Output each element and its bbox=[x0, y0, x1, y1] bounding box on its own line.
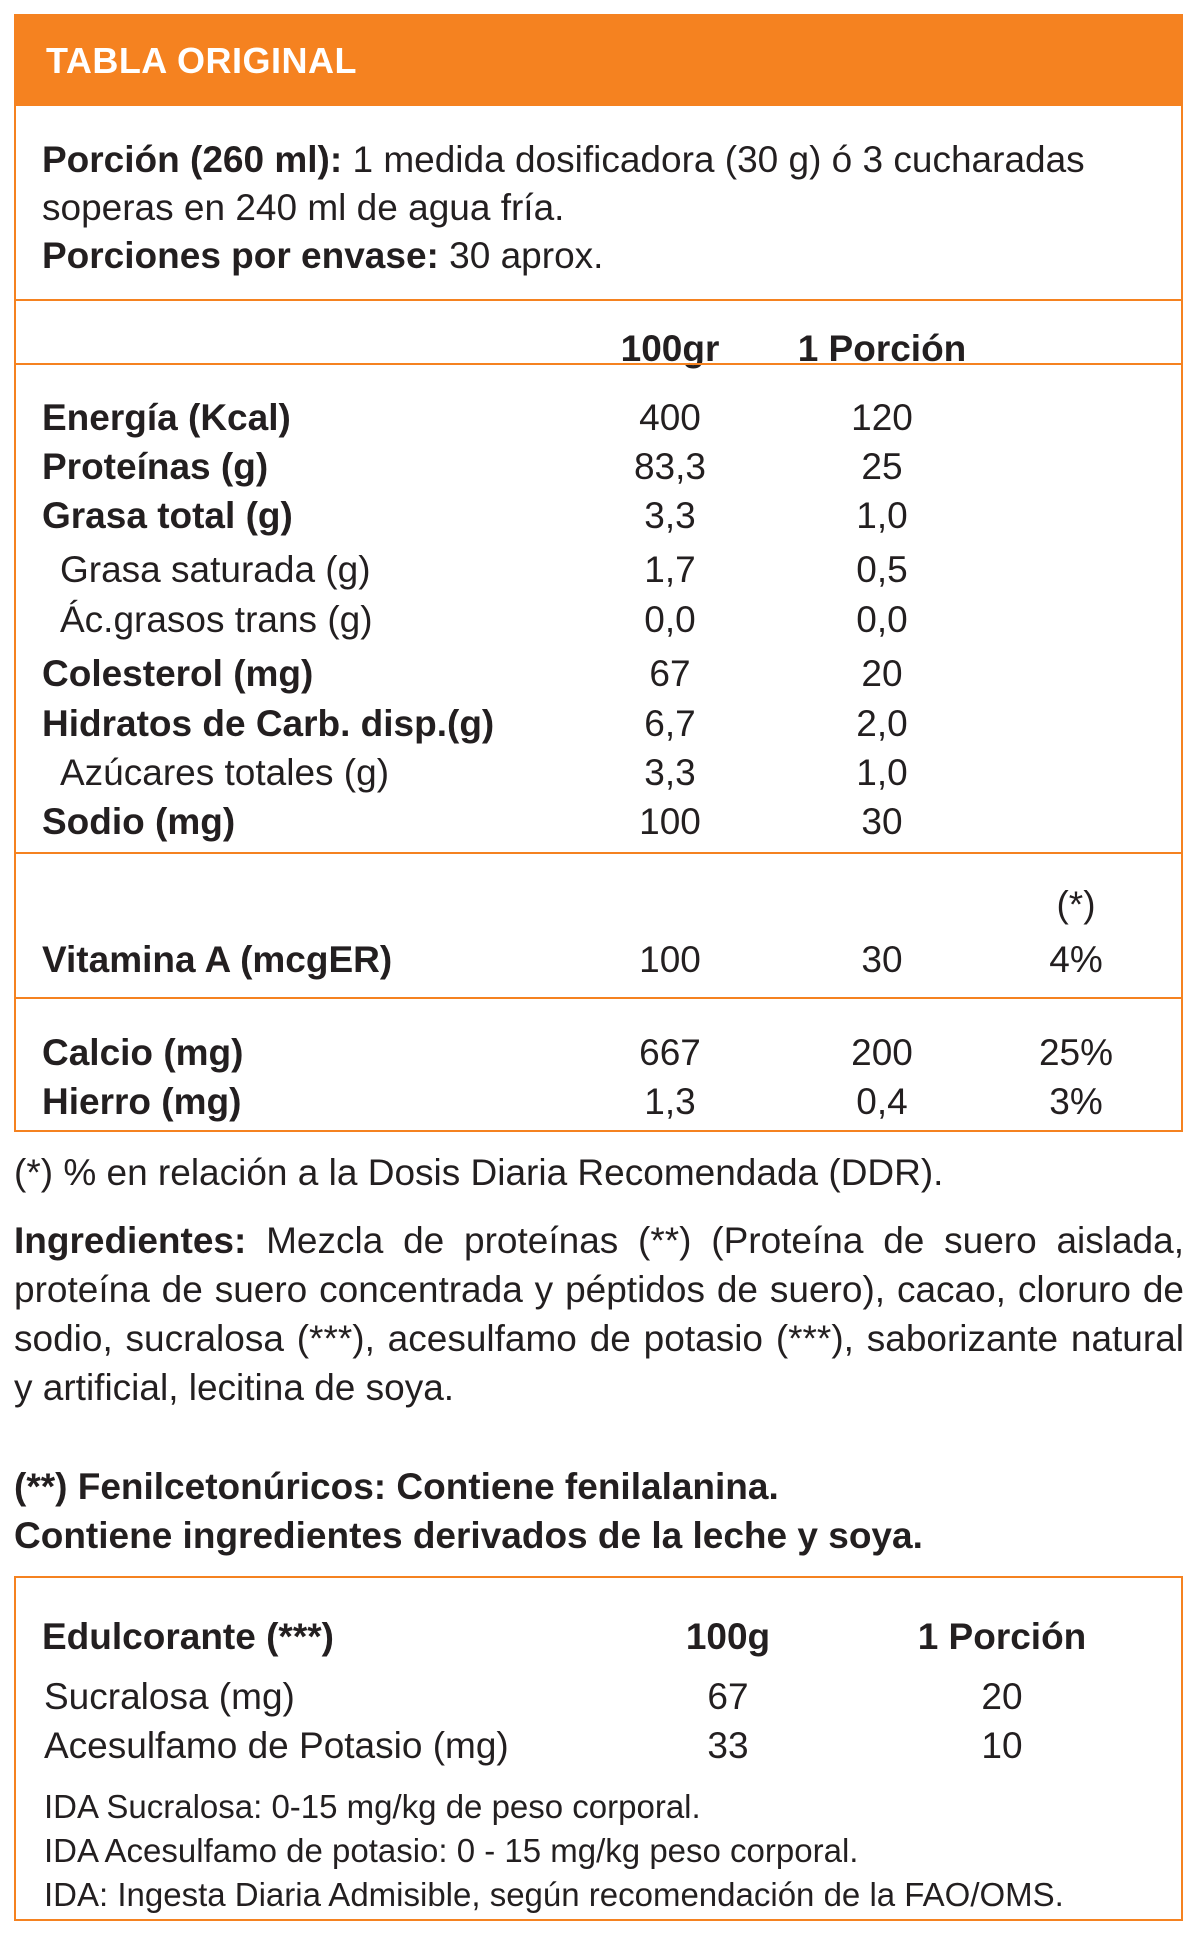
nutrient-portion: 0,0 bbox=[856, 599, 908, 640]
ddr-marker: (*) bbox=[1056, 884, 1096, 925]
divider bbox=[16, 997, 1181, 999]
nutrient-per100: 400 bbox=[639, 397, 701, 438]
column-header-portion: 1 Porción bbox=[797, 328, 967, 369]
nutrient-name: Azúcares totales (g) bbox=[60, 752, 390, 793]
sweetener-name: Sucralosa (mg) bbox=[44, 1676, 295, 1717]
mineral-per100: 667 bbox=[639, 1032, 701, 1073]
ida-note: IDA Acesulfamo de potasio: 0 - 15 mg/kg … bbox=[44, 1832, 859, 1869]
nutrient-portion: 25 bbox=[861, 446, 903, 487]
nutrient-per100: 100 bbox=[639, 801, 701, 842]
mineral-ddr: 3% bbox=[1049, 1081, 1103, 1122]
nutrient-portion: 30 bbox=[861, 801, 903, 842]
sweetener-col-100g: 100g bbox=[685, 1616, 771, 1657]
portion-label: Porción (260 ml): bbox=[42, 139, 343, 180]
mineral-ddr: 25% bbox=[1038, 1032, 1114, 1073]
nutrient-per100: 3,3 bbox=[644, 752, 696, 793]
nutrient-name: Grasa saturada (g) bbox=[60, 549, 371, 590]
mineral-name: Calcio (mg) bbox=[42, 1032, 244, 1073]
nutrient-portion: 1,0 bbox=[856, 752, 908, 793]
mineral-portion: 200 bbox=[851, 1032, 913, 1073]
ingredients: Ingredientes: Mezcla de proteínas (**) (… bbox=[14, 1216, 1184, 1412]
nutrient-name: Energía (Kcal) bbox=[42, 397, 291, 438]
header-bar: TABLA ORIGINAL bbox=[16, 16, 1181, 106]
portion-line-1: Porción (260 ml): 1 medida dosificadora … bbox=[42, 136, 1162, 184]
phenylketonuria-warning: (**) Fenilcetonúricos: Contiene fenilala… bbox=[14, 1466, 779, 1507]
nutrient-name: Sodio (mg) bbox=[42, 801, 236, 842]
allergen-warning: Contiene ingredientes derivados de la le… bbox=[14, 1515, 923, 1556]
nutrient-name: Hidratos de Carb. disp.(g) bbox=[42, 703, 495, 744]
vitamin-name: Vitamina A (mcgER) bbox=[42, 939, 393, 980]
column-header-100gr: 100gr bbox=[620, 328, 720, 369]
mineral-portion: 0,4 bbox=[856, 1081, 908, 1122]
divider bbox=[16, 852, 1181, 854]
divider bbox=[16, 299, 1181, 301]
ida-note: IDA: Ingesta Diaria Admisible, según rec… bbox=[44, 1876, 1064, 1913]
vitamin-per100: 100 bbox=[639, 939, 701, 980]
portion-info: Porción (260 ml): 1 medida dosificadora … bbox=[42, 136, 1162, 280]
nutrient-name: Grasa total (g) bbox=[42, 495, 293, 536]
divider bbox=[16, 363, 1181, 365]
servings-value: 30 aprox. bbox=[438, 235, 604, 276]
ingredients-label: Ingredientes: bbox=[14, 1220, 247, 1261]
nutrient-per100: 1,7 bbox=[644, 549, 696, 590]
vitamin-ddr: 4% bbox=[1049, 939, 1103, 980]
nutrient-per100: 0,0 bbox=[644, 599, 696, 640]
ddr-footnote: (*) % en relación a la Dosis Diaria Reco… bbox=[14, 1152, 944, 1193]
nutrition-table: TABLA ORIGINAL Porción (260 ml): 1 medid… bbox=[14, 14, 1183, 1132]
vitamin-portion: 30 bbox=[861, 939, 903, 980]
nutrient-portion: 20 bbox=[861, 653, 903, 694]
mineral-name: Hierro (mg) bbox=[42, 1081, 242, 1122]
sweetener-per100: 33 bbox=[707, 1725, 749, 1766]
sweetener-portion: 20 bbox=[981, 1676, 1023, 1717]
nutrient-per100: 3,3 bbox=[644, 495, 696, 536]
sweetener-col-portion: 1 Porción bbox=[917, 1616, 1087, 1657]
table-title: TABLA ORIGINAL bbox=[46, 40, 357, 81]
portion-text-1: 1 medida dosificadora (30 g) ó 3 cuchara… bbox=[342, 139, 1085, 180]
sweetener-name: Acesulfamo de Potasio (mg) bbox=[44, 1725, 509, 1766]
nutrient-name: Proteínas (g) bbox=[42, 446, 269, 487]
nutrient-portion: 1,0 bbox=[856, 495, 908, 536]
servings-line: Porciones por envase: 30 aprox. bbox=[42, 232, 1162, 280]
portion-line-2: soperas en 240 ml de agua fría. bbox=[42, 187, 565, 228]
sweetener-portion: 10 bbox=[981, 1725, 1023, 1766]
nutrient-portion: 120 bbox=[851, 397, 913, 438]
nutrient-portion: 0,5 bbox=[856, 549, 908, 590]
ingredients-text: Mezcla de proteínas (**) (Proteína de su… bbox=[14, 1220, 1184, 1408]
sweetener-header: Edulcorante (***) bbox=[42, 1616, 334, 1657]
mineral-per100: 1,3 bbox=[644, 1081, 696, 1122]
nutrient-per100: 83,3 bbox=[633, 446, 706, 487]
nutrient-name: Colesterol (mg) bbox=[42, 653, 314, 694]
nutrient-name: Ác.grasos trans (g) bbox=[60, 599, 373, 640]
ida-note: IDA Sucralosa: 0-15 mg/kg de peso corpor… bbox=[44, 1788, 701, 1825]
nutrient-per100: 6,7 bbox=[644, 703, 696, 744]
nutrient-portion: 2,0 bbox=[856, 703, 908, 744]
sweetener-per100: 67 bbox=[707, 1676, 749, 1717]
nutrient-per100: 67 bbox=[649, 653, 691, 694]
servings-label: Porciones por envase: bbox=[42, 235, 439, 276]
sweetener-table: Edulcorante (***) 100g 1 Porción Sucralo… bbox=[14, 1576, 1183, 1921]
